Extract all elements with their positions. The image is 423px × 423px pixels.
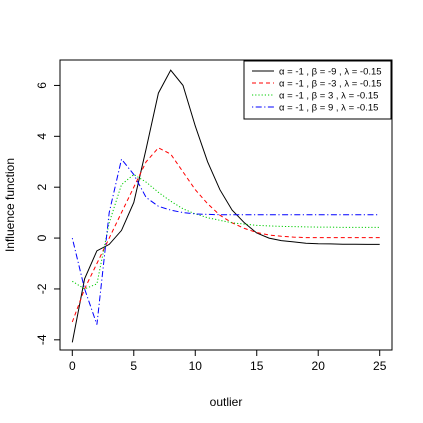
legend-label-3: α = -1 , β = 3 , λ = -0.15 <box>279 91 378 102</box>
legend: α = -1 , β = -9 , λ = -0.15α = -1 , β = … <box>243 60 392 120</box>
y-tick-label: 2 <box>35 184 49 191</box>
series-line-2 <box>71 147 380 323</box>
x-tick-label: 15 <box>250 359 264 373</box>
y-tick-label: -4 <box>35 334 49 345</box>
series-lines <box>71 69 380 343</box>
x-tick-label: 10 <box>189 359 203 373</box>
y-axis-title: Influence function <box>3 158 17 252</box>
legend-label-2: α = -1 , β = -3 , λ = -0.15 <box>279 79 382 90</box>
legend-label-1: α = -1 , β = -9 , λ = -0.15 <box>279 67 382 78</box>
y-tick-label: 0 <box>35 234 49 241</box>
x-tick-label: 25 <box>373 359 387 373</box>
series-line-1 <box>71 69 380 343</box>
y-tick-label: 6 <box>35 82 49 89</box>
x-tick-label: 20 <box>312 359 326 373</box>
x-axis-title: outlier <box>210 395 243 409</box>
series-line-4 <box>71 158 380 325</box>
y-tick-label: -2 <box>35 283 49 294</box>
axis-ticks: 0 5 10 15 20 25 -4 -2 0 2 4 6 <box>35 82 387 373</box>
plot-frame <box>59 59 393 351</box>
y-tick-label: 4 <box>35 133 49 140</box>
x-tick-label: 5 <box>130 359 137 373</box>
legend-label-4: α = -1 , β = 9 , λ = -0.15 <box>279 103 378 114</box>
x-tick-label: 0 <box>69 359 76 373</box>
